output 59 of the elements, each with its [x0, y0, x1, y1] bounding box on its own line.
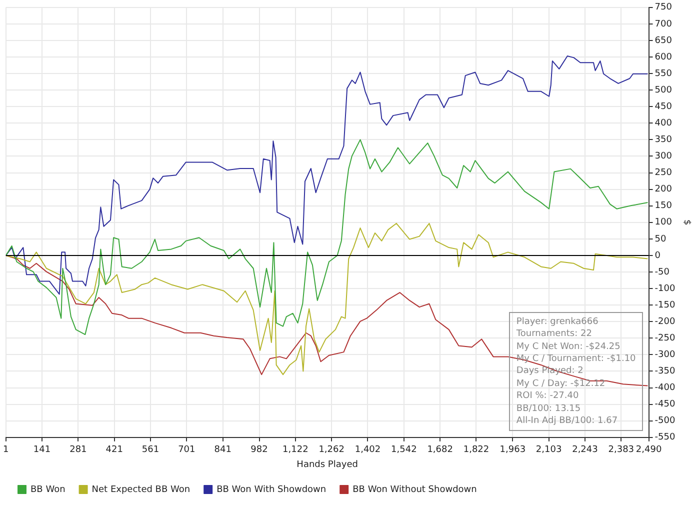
y-tick-label: 400 — [654, 118, 672, 129]
y-tick-label: 50 — [654, 234, 666, 244]
y-tick-label: 100 — [654, 218, 672, 228]
x-tick-label: 421 — [106, 445, 123, 456]
annotation: Tournaments: 22 — [516, 328, 593, 341]
y-tick-label: 550 — [654, 68, 672, 79]
y-tick-label: -250 — [654, 334, 676, 344]
y-tick-label: 250 — [654, 168, 672, 178]
annotation: My C Net Won: -$24.25 — [516, 340, 622, 353]
x-tick-label: 2,490 — [636, 445, 662, 456]
x-tick-label: 701 — [178, 445, 196, 456]
x-tick-label: 982 — [250, 445, 268, 456]
x-axis-title: Hands Played — [296, 460, 358, 470]
legend-label: Net Expected BB Won — [92, 484, 190, 495]
x-tick-label: 1,682 — [427, 445, 453, 456]
y-tick-label: 650 — [654, 36, 672, 46]
y-tick-label: -400 — [654, 383, 676, 394]
y-tick-label: 200 — [654, 184, 672, 195]
y-axis-title: $ — [681, 220, 692, 226]
x-tick-label: 841 — [214, 445, 232, 456]
x-tick-label: 2,383 — [608, 445, 634, 456]
x-tick-label: 1,262 — [318, 445, 344, 456]
y-tick-label: -450 — [654, 400, 676, 410]
y-tick-label: 750 — [654, 2, 672, 13]
annotation: All-In Adj BB/100: 1.67 — [516, 415, 619, 428]
y-tick-label: 300 — [654, 152, 672, 162]
x-tick-label: 141 — [33, 445, 51, 456]
x-tick-label: 1 — [2, 445, 9, 456]
annotation: My C / Day: -$12.12 — [516, 378, 606, 390]
legend-label: BB Won With Showdown — [216, 484, 326, 495]
x-tick-label: 2,243 — [572, 445, 598, 456]
legend-label: BB Won — [30, 484, 66, 495]
x-tick-label: 1,122 — [282, 445, 308, 456]
y-tick-label: -50 — [654, 267, 670, 278]
y-tick-label: 150 — [654, 201, 672, 212]
x-tick-label: 1,542 — [391, 445, 417, 456]
y-tick-label: -550 — [654, 432, 676, 443]
y-tick-label: -150 — [654, 300, 676, 310]
x-tick-label: 281 — [70, 445, 87, 456]
x-tick-label: 561 — [142, 445, 160, 456]
y-tick-label: 500 — [654, 85, 672, 96]
x-tick-label: 1,822 — [463, 445, 490, 456]
y-tick-label: 350 — [654, 135, 672, 146]
y-tick-label: -100 — [654, 284, 676, 294]
legend-label: BB Won Without Showdown — [352, 484, 477, 495]
y-tick-label: 0 — [654, 250, 661, 261]
annotation: ROI %: -27.40 — [516, 390, 580, 403]
y-tick-label: -500 — [654, 416, 676, 426]
annotation: BB/100: 13.15 — [516, 402, 582, 415]
x-tick-label: 1,963 — [500, 445, 526, 456]
y-tick-label: -350 — [654, 366, 676, 377]
x-tick-label: 1,402 — [354, 445, 381, 456]
y-tick-label: 450 — [654, 102, 672, 112]
y-tick-label: -300 — [654, 350, 676, 360]
annotation: Player: grenka666 — [516, 316, 600, 328]
y-tick-label: -200 — [654, 316, 676, 327]
x-tick-label: 2,103 — [536, 445, 562, 456]
y-tick-label: 600 — [654, 52, 672, 62]
y-tick-label: 700 — [654, 19, 672, 30]
